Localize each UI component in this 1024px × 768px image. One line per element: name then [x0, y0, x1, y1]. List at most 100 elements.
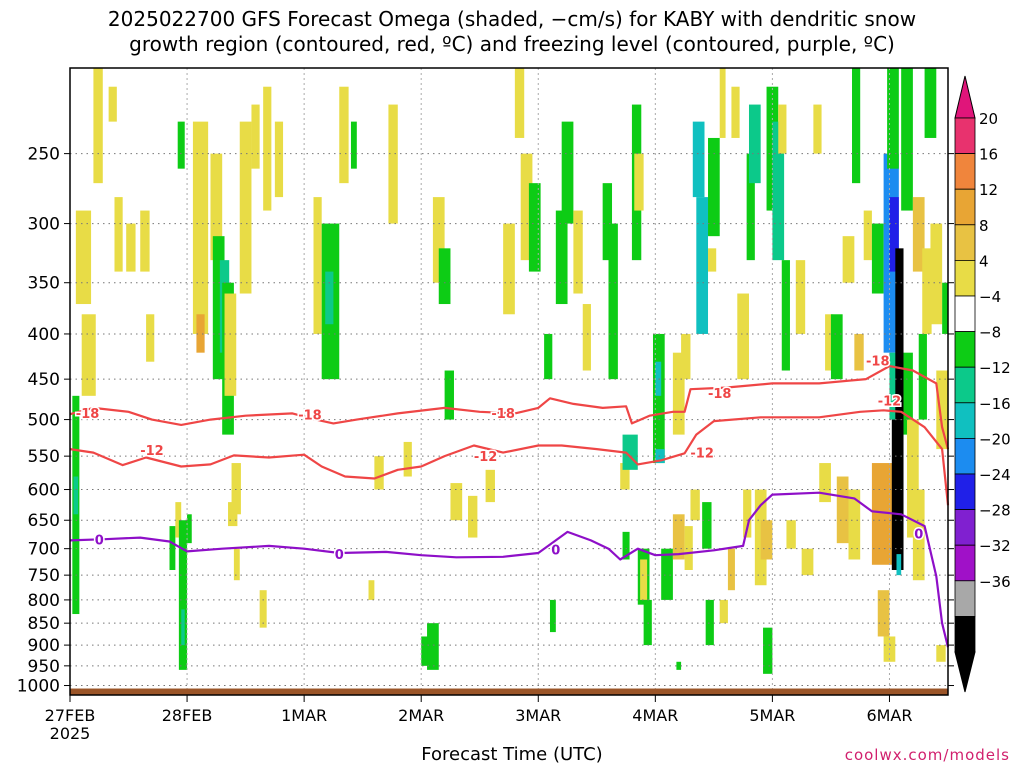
omega-cell: [231, 463, 241, 515]
omega-cell: [763, 627, 773, 674]
x-axis-label: Forecast Time (UTC): [421, 744, 603, 765]
omega-cell: [503, 223, 515, 315]
omega-cell: [421, 636, 429, 666]
omega-cell: [450, 483, 463, 521]
omega-cell: [936, 645, 946, 662]
contour-label: -18: [491, 407, 515, 422]
omega-cell: [896, 554, 902, 576]
omega-cell: [871, 223, 884, 294]
colorbar-label: −24: [979, 466, 1011, 484]
omega-cell: [438, 248, 451, 305]
colorbar-label: 12: [979, 181, 998, 199]
omega-cell: [705, 599, 714, 646]
y-tick-label: 350: [28, 274, 60, 294]
omega-cell: [140, 210, 150, 272]
omega-cell: [403, 441, 412, 477]
colorbar-swatch: [954, 544, 976, 582]
omega-cell: [801, 548, 814, 576]
colorbar-swatch: [954, 331, 976, 368]
contour-label: -12: [140, 444, 164, 459]
omega-cell: [672, 352, 685, 435]
omega-cell: [555, 210, 568, 305]
colorbar-swatch: [954, 153, 976, 190]
omega-cell: [891, 419, 904, 570]
colorbar-label: −16: [979, 395, 1011, 413]
omega-cell: [936, 370, 948, 450]
omega-cell: [210, 153, 223, 261]
omega-cell: [702, 502, 712, 549]
omega-cell: [73, 476, 79, 515]
y-tick-label: 1000: [17, 677, 60, 697]
contour-label: 0: [95, 533, 104, 548]
omega-cell: [819, 463, 831, 503]
contour-line: [69, 365, 950, 450]
omega-cell: [912, 197, 925, 272]
omega-cell: [325, 271, 334, 325]
colorbar-swatch: [954, 580, 976, 617]
omega-cell: [681, 333, 691, 380]
omega-cell: [620, 463, 630, 490]
omega-cell: [825, 314, 834, 371]
omega-cell: [848, 489, 861, 560]
omega-cell: [924, 68, 937, 138]
contour-label: -18: [866, 355, 890, 370]
x-tick-label: 5MAR: [749, 706, 795, 725]
colorbar-bottom-arrow: [954, 651, 976, 693]
omega-cell: [108, 86, 117, 122]
colorbar-label: 16: [979, 146, 998, 164]
contour-label: -18: [708, 387, 732, 402]
colorbar-label: 8: [979, 217, 989, 235]
omega-cell: [561, 121, 574, 224]
chart-title-line-2: growth region (contoured, red, ºC) and f…: [129, 32, 895, 56]
omega-cell: [655, 361, 662, 396]
y-tick-label: 900: [28, 636, 60, 656]
omega-cell: [887, 68, 899, 169]
contour-label: -12: [878, 395, 902, 410]
x-tick-label: 6MAR: [866, 706, 912, 725]
y-tick-label: 550: [28, 447, 60, 467]
omega-cell: [582, 304, 591, 371]
y-tick-label: 450: [28, 370, 60, 390]
omega-cell: [175, 502, 182, 538]
colorbar-swatch: [954, 366, 976, 404]
y-tick-label: 850: [28, 614, 60, 634]
omega-cell: [889, 197, 899, 272]
omega-cell: [374, 456, 384, 490]
omega-cell: [863, 210, 872, 261]
contour-label: 0: [335, 548, 344, 563]
omega-cell: [93, 68, 103, 184]
omega-cell: [727, 548, 735, 591]
y-tick-label: 500: [28, 411, 60, 431]
omega-cell: [661, 548, 673, 600]
x-tick-label: 27FEB: [45, 706, 96, 725]
omega-cell: [75, 210, 92, 305]
colorbar-swatch: [954, 402, 976, 439]
omega-cell: [813, 104, 822, 154]
omega-cell: [196, 314, 205, 353]
omega-cell: [388, 104, 398, 224]
y-tick-label: 700: [28, 540, 60, 560]
omega-cell: [772, 121, 785, 261]
omega-cell: [177, 121, 185, 169]
omega-cell: [259, 590, 267, 628]
omega-cell: [573, 210, 583, 294]
omega-cell: [528, 183, 541, 272]
omega-cell: [748, 104, 761, 184]
y-tick-label: 400: [28, 325, 60, 345]
omega-cell: [212, 236, 225, 380]
omega-cell: [368, 580, 375, 600]
site-credit: coolwx.com/models: [844, 746, 1010, 764]
omega-cell: [690, 489, 700, 521]
omega-cell: [922, 248, 932, 334]
x-tick-label: 4MAR: [632, 706, 678, 725]
colorbar-swatch: [954, 188, 976, 226]
omega-cell: [608, 223, 618, 380]
omega-cell: [852, 68, 861, 184]
omega-cell: [830, 314, 843, 380]
omega-cell: [178, 520, 188, 670]
omega-cell: [274, 121, 284, 198]
omega-cell: [350, 121, 357, 169]
omega-cell: [676, 661, 682, 670]
omega-cell: [313, 197, 322, 334]
